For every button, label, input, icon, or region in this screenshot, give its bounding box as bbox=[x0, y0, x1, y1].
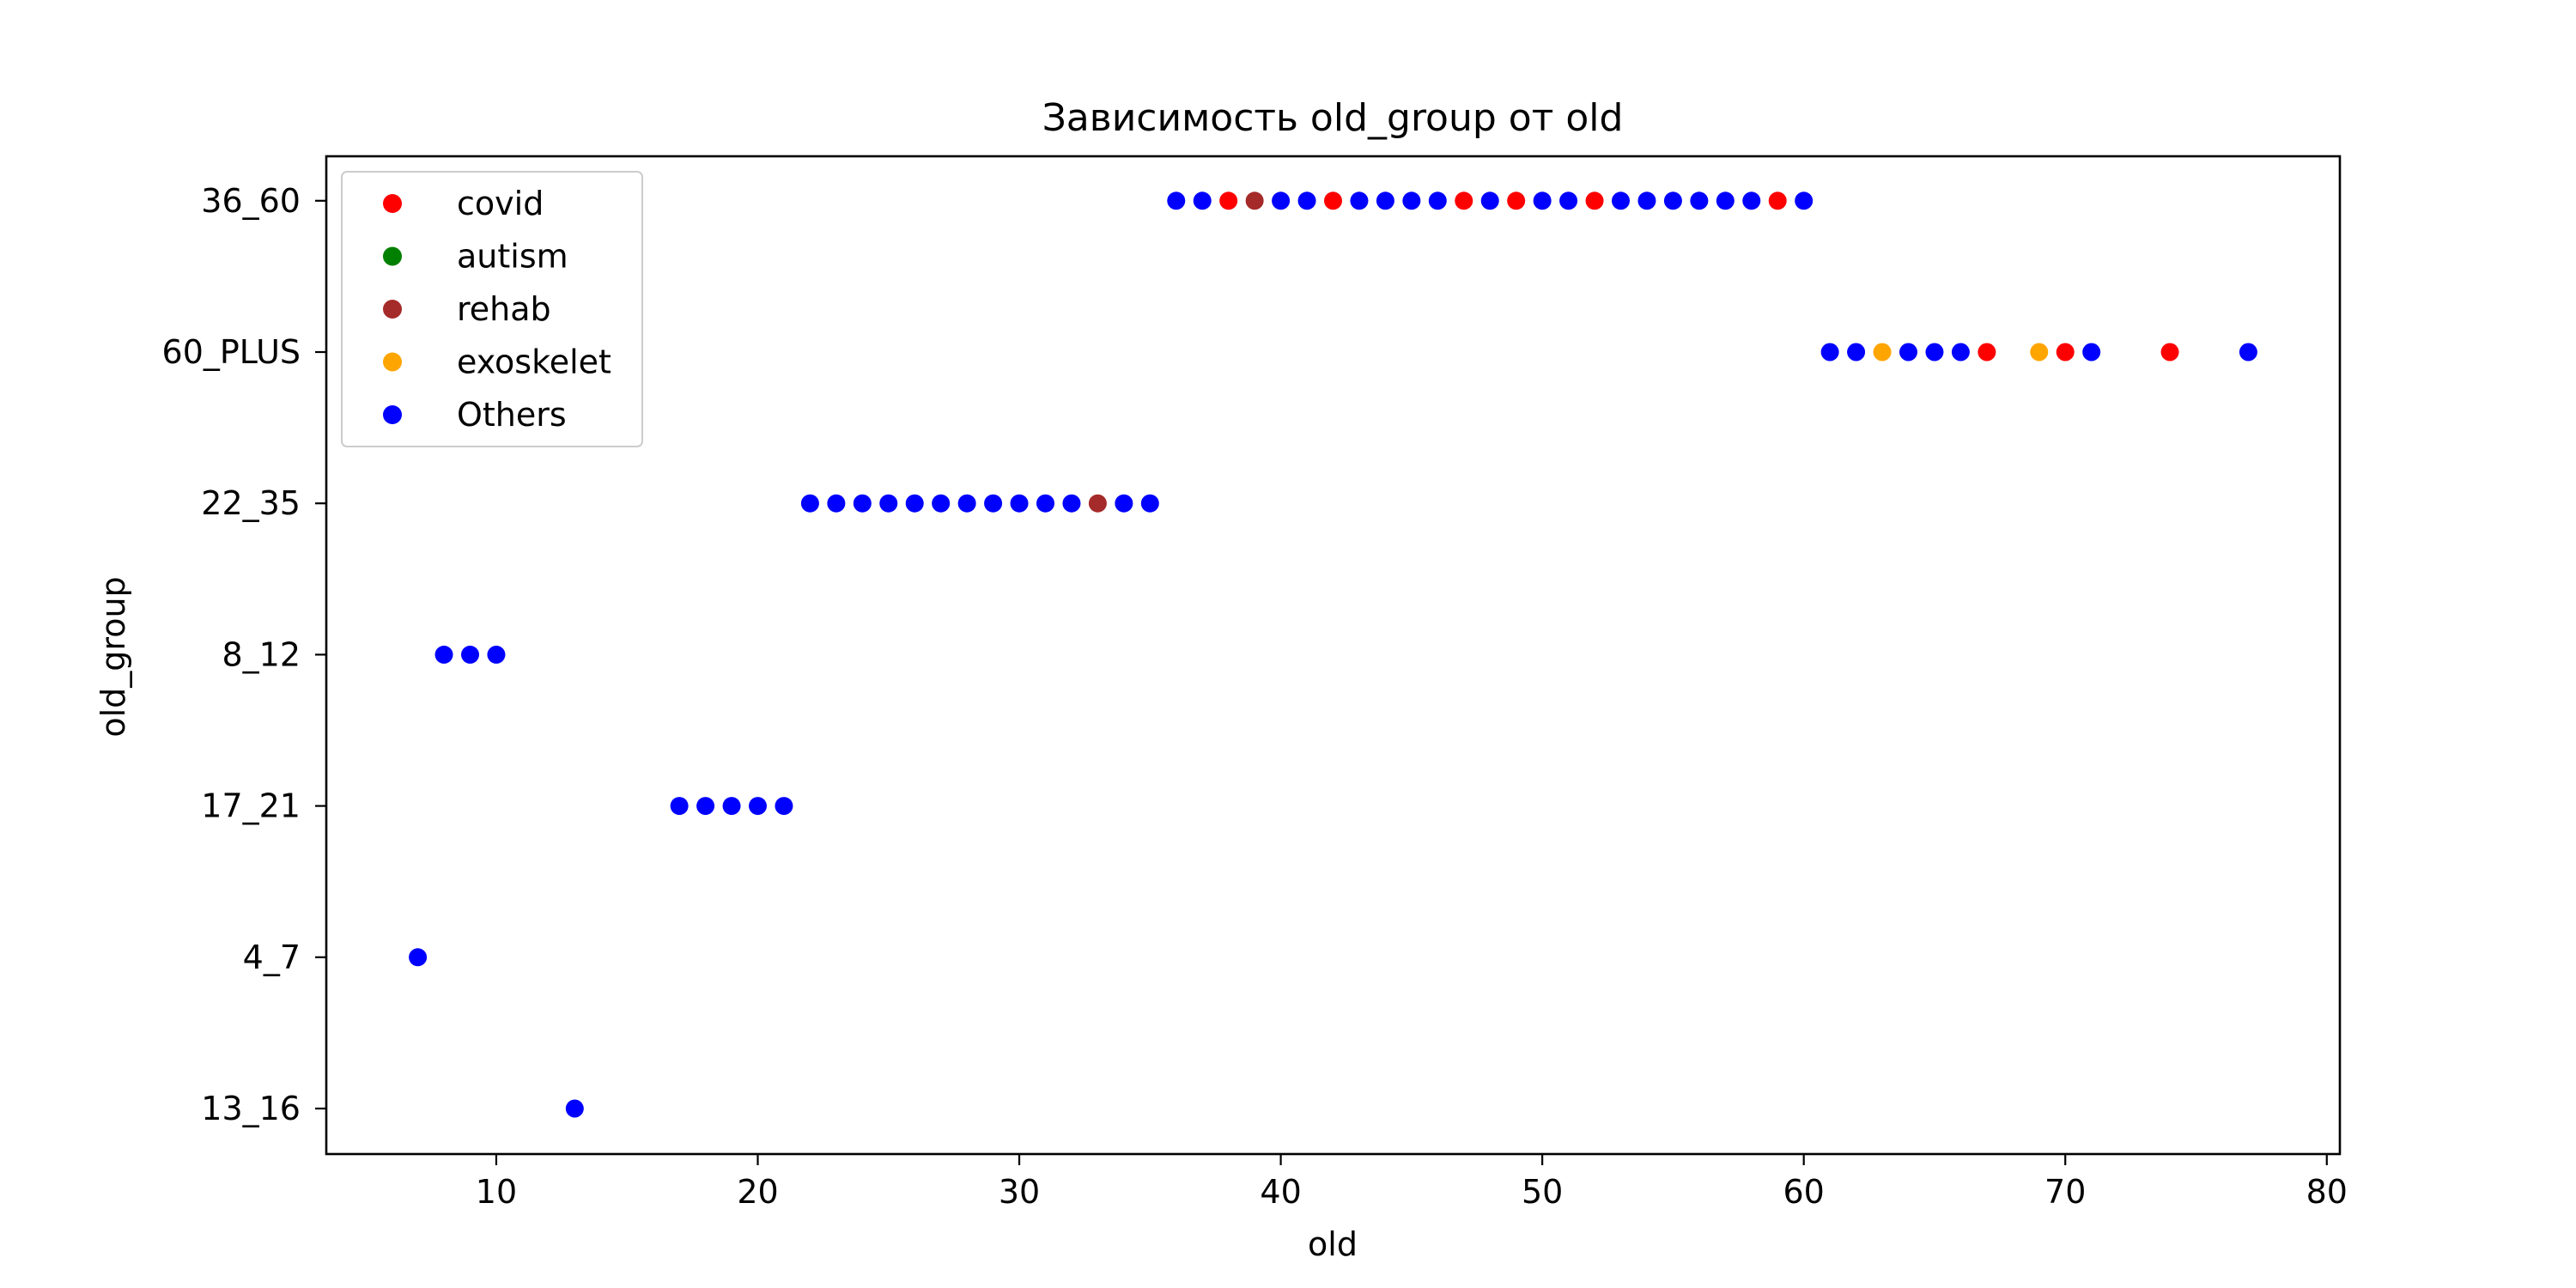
point-others-3 bbox=[1297, 191, 1316, 210]
point-covid-1 bbox=[1324, 191, 1342, 210]
x-axis-ticks: 10 20 30 40 50 60 70 80 bbox=[476, 1154, 2348, 1211]
legend-label-autism: autism bbox=[457, 238, 568, 276]
point-others-43 bbox=[722, 797, 741, 816]
point-others-40 bbox=[487, 645, 506, 664]
point-others-2 bbox=[1272, 191, 1291, 210]
point-others-10 bbox=[1559, 191, 1578, 210]
y-tick-label-2: 17_21 bbox=[201, 787, 301, 825]
y-tick-label-6: 36_60 bbox=[201, 182, 301, 220]
point-others-6 bbox=[1402, 191, 1421, 210]
point-others-42 bbox=[696, 797, 715, 816]
point-others-33 bbox=[1010, 494, 1029, 513]
point-others-12 bbox=[1637, 191, 1656, 210]
point-others-7 bbox=[1428, 191, 1447, 210]
legend: covid autism rehab exoskelet Others bbox=[341, 171, 643, 447]
point-covid-4 bbox=[1585, 191, 1604, 210]
point-others-18 bbox=[1820, 343, 1839, 361]
point-others-26 bbox=[827, 494, 846, 513]
point-others-32 bbox=[984, 494, 1003, 513]
point-rehab-1 bbox=[1088, 494, 1107, 513]
legend-marker-exoskelet bbox=[383, 352, 402, 372]
y-tick-label-3: 8_12 bbox=[222, 635, 301, 673]
x-tick-label-4: 50 bbox=[1522, 1173, 1563, 1211]
point-covid-0 bbox=[1219, 191, 1238, 210]
point-covid-3 bbox=[1507, 191, 1526, 210]
point-others-11 bbox=[1612, 191, 1630, 210]
point-others-23 bbox=[2082, 343, 2101, 361]
point-others-14 bbox=[1690, 191, 1709, 210]
point-others-15 bbox=[1716, 191, 1735, 210]
point-covid-2 bbox=[1455, 191, 1473, 210]
point-others-41 bbox=[670, 797, 689, 816]
point-others-25 bbox=[800, 494, 819, 513]
point-others-1 bbox=[1193, 191, 1212, 210]
point-others-27 bbox=[853, 494, 872, 513]
y-axis-label: old_group bbox=[94, 576, 132, 737]
x-tick-label-2: 30 bbox=[999, 1173, 1040, 1211]
point-others-28 bbox=[879, 494, 898, 513]
point-others-44 bbox=[749, 797, 767, 816]
point-others-30 bbox=[932, 494, 951, 513]
point-others-5 bbox=[1376, 191, 1394, 210]
point-others-16 bbox=[1742, 191, 1761, 210]
point-others-47 bbox=[565, 1099, 584, 1118]
x-tick-label-0: 10 bbox=[476, 1173, 517, 1211]
legend-marker-autism bbox=[383, 246, 402, 266]
point-others-46 bbox=[409, 948, 428, 967]
x-tick-label-1: 20 bbox=[737, 1173, 778, 1211]
points-layer bbox=[409, 191, 2257, 1118]
point-others-8 bbox=[1480, 191, 1499, 210]
point-others-0 bbox=[1167, 191, 1186, 210]
point-rehab-0 bbox=[1245, 191, 1264, 210]
point-others-4 bbox=[1350, 191, 1369, 210]
x-tick-label-3: 40 bbox=[1260, 1173, 1301, 1211]
x-tick-label-5: 60 bbox=[1783, 1173, 1825, 1211]
point-others-39 bbox=[461, 645, 479, 664]
y-tick-label-4: 22_35 bbox=[201, 484, 301, 522]
legend-label-covid: covid bbox=[457, 185, 544, 222]
legend-label-others: Others bbox=[457, 396, 567, 434]
point-exoskelet-0 bbox=[1873, 343, 1892, 361]
legend-marker-rehab bbox=[383, 300, 402, 319]
y-tick-label-1: 4_7 bbox=[243, 939, 301, 976]
y-tick-label-5: 60_PLUS bbox=[162, 333, 301, 371]
chart-title: Зависимость old_group от old bbox=[1042, 96, 1624, 140]
point-others-9 bbox=[1533, 191, 1552, 210]
legend-label-exoskelet: exoskelet bbox=[457, 343, 611, 381]
point-others-35 bbox=[1062, 494, 1081, 513]
x-axis-label: old bbox=[1308, 1225, 1358, 1263]
point-others-36 bbox=[1115, 494, 1133, 513]
point-others-22 bbox=[1951, 343, 1970, 361]
point-others-34 bbox=[1036, 494, 1054, 513]
point-covid-7 bbox=[2056, 343, 2075, 361]
x-tick-label-6: 70 bbox=[2044, 1173, 2086, 1211]
point-others-20 bbox=[1899, 343, 1917, 361]
legend-marker-others bbox=[383, 405, 402, 424]
point-others-31 bbox=[957, 494, 976, 513]
point-others-21 bbox=[1925, 343, 1944, 361]
point-covid-5 bbox=[1768, 191, 1787, 210]
y-axis-ticks: 13_16 4_7 17_21 8_12 22_35 60_PLUS 36_60 bbox=[162, 182, 326, 1127]
point-others-45 bbox=[775, 797, 793, 816]
point-covid-8 bbox=[2160, 343, 2179, 361]
point-exoskelet-1 bbox=[2030, 343, 2049, 361]
point-others-13 bbox=[1663, 191, 1682, 210]
point-others-17 bbox=[1795, 191, 1814, 210]
point-others-37 bbox=[1140, 494, 1159, 513]
point-others-19 bbox=[1847, 343, 1866, 361]
legend-marker-covid bbox=[383, 194, 402, 213]
point-covid-6 bbox=[1978, 343, 1996, 361]
point-others-29 bbox=[905, 494, 924, 513]
y-tick-label-0: 13_16 bbox=[201, 1090, 301, 1127]
legend-label-rehab: rehab bbox=[457, 290, 551, 328]
legend-box bbox=[341, 171, 643, 447]
x-tick-label-7: 80 bbox=[2306, 1173, 2348, 1211]
point-others-24 bbox=[2239, 343, 2257, 361]
point-others-38 bbox=[434, 645, 453, 664]
